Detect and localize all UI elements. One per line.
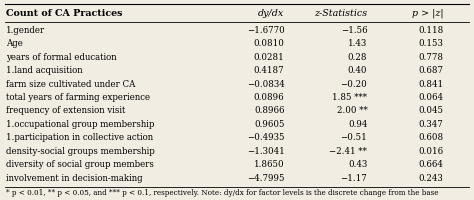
Text: 0.664: 0.664	[419, 160, 443, 168]
Text: p > |z|: p > |z|	[411, 8, 443, 18]
Text: 0.43: 0.43	[348, 160, 367, 168]
Text: Count of CA Practices: Count of CA Practices	[6, 9, 122, 17]
Text: 1.occupational group membership: 1.occupational group membership	[6, 119, 154, 128]
Text: 1.land acquisition: 1.land acquisition	[6, 66, 82, 75]
Text: density-social groups membership: density-social groups membership	[6, 146, 155, 155]
Text: 1.gender: 1.gender	[6, 26, 45, 34]
Text: 0.347: 0.347	[419, 119, 443, 128]
Text: 0.608: 0.608	[418, 133, 443, 142]
Text: 0.0281: 0.0281	[254, 52, 284, 61]
Text: diversity of social group members: diversity of social group members	[6, 160, 154, 168]
Text: z-Statistics: z-Statistics	[314, 9, 367, 17]
Text: 0.841: 0.841	[418, 79, 443, 88]
Text: frequency of extension visit: frequency of extension visit	[6, 106, 125, 115]
Text: 0.94: 0.94	[348, 119, 367, 128]
Text: 0.9605: 0.9605	[254, 119, 284, 128]
Text: farm size cultivated under CA: farm size cultivated under CA	[6, 79, 135, 88]
Text: −0.4935: −0.4935	[247, 133, 284, 142]
Text: 0.064: 0.064	[418, 93, 443, 101]
Text: years of formal education: years of formal education	[6, 52, 116, 61]
Text: 0.016: 0.016	[418, 146, 443, 155]
Text: −0.20: −0.20	[341, 79, 367, 88]
Text: 0.243: 0.243	[419, 173, 443, 182]
Text: 1.participation in collective action: 1.participation in collective action	[6, 133, 153, 142]
Text: Age: Age	[6, 39, 23, 48]
Text: 0.4187: 0.4187	[254, 66, 284, 75]
Text: 0.118: 0.118	[418, 26, 443, 34]
Text: −1.17: −1.17	[341, 173, 367, 182]
Text: * p < 0.01, ** p < 0.05, and *** p < 0.1, respectively. Note: dy/dx for factor l: * p < 0.01, ** p < 0.05, and *** p < 0.1…	[6, 188, 438, 196]
Text: −1.6770: −1.6770	[246, 26, 284, 34]
Text: 0.687: 0.687	[418, 66, 443, 75]
Text: 0.0896: 0.0896	[254, 93, 284, 101]
Text: 1.43: 1.43	[348, 39, 367, 48]
Text: 1.85 ***: 1.85 ***	[332, 93, 367, 101]
Text: 0.0810: 0.0810	[254, 39, 284, 48]
Text: total years of farming experience: total years of farming experience	[6, 93, 150, 101]
Text: −0.51: −0.51	[341, 133, 367, 142]
Text: 0.8966: 0.8966	[254, 106, 284, 115]
Text: 0.153: 0.153	[419, 39, 443, 48]
Text: involvement in decision-making: involvement in decision-making	[6, 173, 142, 182]
Text: 0.28: 0.28	[348, 52, 367, 61]
Text: 0.40: 0.40	[348, 66, 367, 75]
Text: −2.41 **: −2.41 **	[329, 146, 367, 155]
Text: dy/dx: dy/dx	[258, 9, 284, 17]
Text: −0.0834: −0.0834	[246, 79, 284, 88]
Text: 1.8650: 1.8650	[254, 160, 284, 168]
Text: −1.56: −1.56	[341, 26, 367, 34]
Text: −4.7995: −4.7995	[247, 173, 284, 182]
Text: 0.045: 0.045	[418, 106, 443, 115]
Text: 0.778: 0.778	[418, 52, 443, 61]
Text: 2.00 **: 2.00 **	[337, 106, 367, 115]
Text: −1.3041: −1.3041	[246, 146, 284, 155]
